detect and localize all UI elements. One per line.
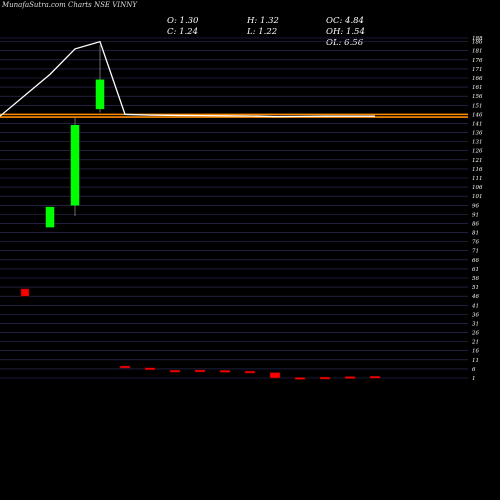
close-value: C: 1.24 — [167, 27, 198, 37]
candle — [119, 365, 131, 369]
y-tick-label: 176 — [472, 58, 483, 64]
y-axis-ticks: 1881861811761711661611561511461411361311… — [471, 36, 483, 382]
low-value: L: 1.22 — [247, 27, 278, 37]
open-low-percent: OL: 6.56 — [326, 38, 364, 48]
candle-body — [344, 376, 356, 379]
y-tick-label: 21 — [471, 340, 479, 346]
candle — [45, 206, 55, 228]
chart-title: MunafaSutra.com Charts NSE VINNY — [2, 1, 137, 9]
candle — [294, 377, 306, 380]
candle — [319, 376, 331, 380]
candle — [244, 370, 256, 374]
open-value: O: 1.30 — [167, 16, 199, 26]
y-tick-label: 161 — [472, 85, 483, 91]
y-tick-label: 61 — [472, 267, 479, 273]
y-tick-label: 181 — [472, 49, 483, 55]
candle — [194, 369, 206, 373]
y-tick-label: 121 — [472, 158, 483, 164]
y-tick-label: 131 — [472, 140, 483, 146]
y-tick-label: 36 — [472, 312, 479, 318]
y-tick-label: 146 — [472, 112, 483, 118]
candle-body — [95, 79, 105, 110]
grid — [0, 37, 468, 379]
y-tick-label: 126 — [472, 149, 483, 155]
high-value: H: 1.32 — [247, 16, 279, 26]
y-tick-label: 16 — [472, 349, 479, 355]
price-line — [0, 40, 375, 118]
y-tick-label: 51 — [472, 285, 479, 291]
y-tick-label: 101 — [472, 194, 483, 200]
open-close-percent: OC: 4.84 — [326, 16, 364, 26]
candle-body — [194, 369, 206, 373]
candle-body — [369, 375, 381, 379]
candle-body — [119, 365, 131, 369]
moving-averages — [0, 113, 468, 118]
y-tick-label: 6 — [472, 367, 476, 373]
y-tick-label: 96 — [472, 203, 479, 209]
candle-body — [169, 369, 181, 373]
y-tick-label: 66 — [472, 258, 479, 264]
candle — [20, 288, 30, 297]
candle — [95, 45, 105, 113]
candle — [144, 367, 156, 371]
candle-body — [319, 376, 331, 380]
y-tick-label: 31 — [472, 321, 479, 327]
candle-body — [45, 206, 55, 228]
candle — [169, 369, 181, 373]
y-tick-label: 188 — [472, 36, 483, 42]
y-tick-label: 156 — [472, 94, 483, 100]
y-tick-label: 1 — [472, 376, 476, 382]
candle — [344, 376, 356, 379]
candle — [369, 375, 381, 379]
candles — [20, 45, 381, 380]
y-tick-label: 166 — [472, 76, 483, 82]
candle-body — [144, 367, 156, 371]
y-tick-label: 81 — [472, 231, 479, 237]
price-line-layer — [0, 40, 375, 118]
y-tick-label: 151 — [472, 103, 483, 109]
y-tick-label: 41 — [471, 303, 479, 309]
y-tick-label: 76 — [472, 240, 479, 246]
open-high-percent: OH: 1.54 — [326, 27, 365, 37]
y-tick-label: 11 — [472, 358, 479, 364]
candle-body — [20, 288, 30, 297]
y-tick-label: 71 — [472, 249, 479, 255]
candle — [219, 370, 231, 373]
y-tick-label: 86 — [472, 221, 479, 227]
y-tick-label: 171 — [472, 67, 483, 73]
y-tick-label: 106 — [472, 185, 483, 191]
y-tick-label: 136 — [472, 131, 483, 137]
y-tick-label: 116 — [472, 167, 483, 173]
candle-body — [269, 372, 281, 379]
y-tick-label: 111 — [472, 176, 483, 182]
candle-body — [70, 125, 80, 206]
y-tick-label: 186 — [472, 40, 483, 46]
candle — [269, 372, 281, 379]
y-tick-label: 91 — [472, 212, 479, 218]
y-tick-label: 141 — [472, 121, 483, 127]
candle — [70, 118, 80, 217]
y-tick-label: 56 — [472, 276, 479, 282]
y-tick-label: 26 — [471, 331, 479, 337]
candle-body — [219, 370, 231, 373]
candle-body — [294, 377, 306, 380]
candle-body — [244, 370, 256, 374]
y-tick-label: 46 — [471, 294, 479, 300]
